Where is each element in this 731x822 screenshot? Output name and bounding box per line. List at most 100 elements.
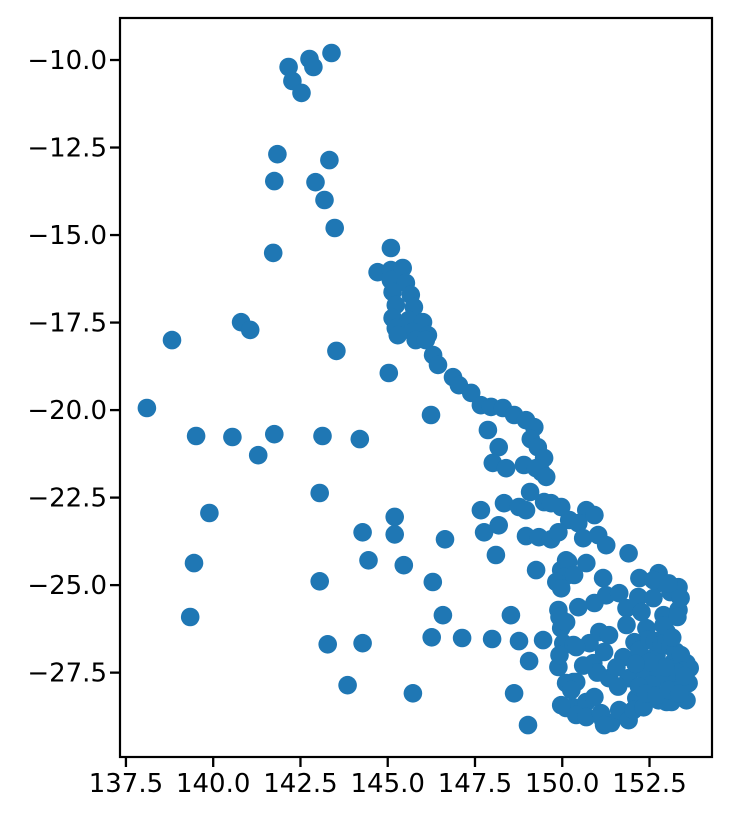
data-point [634, 698, 653, 717]
data-point [478, 420, 498, 440]
data-point [671, 645, 691, 665]
data-point [385, 507, 405, 527]
data-point [644, 570, 663, 590]
data-point [137, 398, 157, 418]
data-point [306, 172, 325, 192]
data-point [304, 57, 323, 77]
x-tick-label: 152.5 [612, 769, 686, 799]
data-point [668, 607, 687, 627]
data-point [223, 427, 242, 447]
data-point [562, 680, 581, 700]
data-point [619, 544, 638, 563]
y-tick-label: −12.5 [27, 134, 107, 164]
data-point [585, 505, 604, 525]
data-point [594, 715, 614, 735]
data-point [353, 523, 372, 542]
data-point [526, 560, 546, 580]
data-point [541, 493, 561, 513]
data-point [671, 588, 690, 608]
data-point [263, 243, 283, 263]
x-tick-label: 140.0 [176, 769, 250, 799]
data-point [556, 612, 576, 632]
data-point [320, 150, 339, 170]
data-point [549, 523, 568, 542]
data-point [644, 588, 663, 608]
y-tick-label: −27.5 [27, 659, 107, 689]
data-point [452, 628, 472, 648]
data-point [184, 553, 204, 573]
data-point [655, 658, 675, 677]
x-tick-label: 147.5 [438, 769, 512, 799]
data-point [486, 545, 506, 565]
data-point [471, 500, 491, 520]
data-point [268, 144, 287, 164]
data-point [186, 426, 206, 446]
data-point [423, 572, 443, 592]
data-point [385, 525, 405, 544]
y-tick-label: −22.5 [27, 484, 107, 514]
y-tick-label: −10.0 [27, 46, 107, 76]
y-tick-label: −17.5 [27, 309, 107, 339]
data-point [318, 635, 338, 654]
data-point [675, 666, 694, 686]
data-point [629, 587, 648, 607]
data-point [533, 630, 553, 650]
data-point [573, 656, 593, 675]
data-point [585, 593, 604, 613]
data-point [662, 628, 682, 647]
data-point [353, 633, 372, 653]
data-point [509, 631, 529, 651]
x-tick-label: 137.5 [89, 769, 163, 799]
data-point [569, 513, 588, 533]
y-tick-label: −25.0 [27, 571, 107, 601]
data-point [325, 218, 345, 238]
data-point [394, 555, 414, 575]
data-point [489, 516, 509, 535]
data-point [240, 320, 260, 340]
data-point [585, 687, 604, 707]
data-point [381, 238, 401, 258]
data-point [265, 171, 284, 191]
data-point [433, 605, 453, 625]
data-point [310, 483, 330, 503]
data-point [630, 568, 649, 588]
data-point [496, 458, 516, 478]
data-point [359, 551, 378, 570]
data-point [609, 583, 629, 603]
data-point [640, 652, 659, 672]
data-point [632, 602, 651, 622]
data-point [313, 426, 332, 446]
data-point [516, 500, 536, 520]
data-point [551, 579, 571, 598]
data-point [596, 535, 616, 555]
data-point [519, 651, 539, 671]
data-point [577, 553, 596, 573]
axes-frame [118, 16, 714, 759]
data-point [322, 43, 341, 63]
data-point [416, 330, 436, 350]
data-point [551, 695, 571, 715]
x-tick-label: 150.0 [525, 769, 599, 799]
data-point [350, 429, 370, 449]
data-point [494, 493, 514, 513]
data-point [564, 565, 584, 585]
data-point [292, 83, 311, 103]
data-point [520, 482, 540, 502]
data-point [617, 598, 636, 618]
data-point [550, 645, 569, 665]
data-point [279, 57, 298, 77]
data-point [566, 637, 586, 657]
data-point [338, 675, 357, 695]
data-point [428, 355, 448, 375]
data-point [482, 629, 502, 649]
x-tick-label: 142.5 [263, 769, 337, 799]
data-point [617, 615, 636, 635]
data-point [536, 467, 556, 487]
data-point [379, 363, 399, 383]
data-point [265, 424, 284, 444]
data-point [608, 677, 628, 696]
data-point [421, 405, 441, 425]
data-point [593, 568, 613, 588]
